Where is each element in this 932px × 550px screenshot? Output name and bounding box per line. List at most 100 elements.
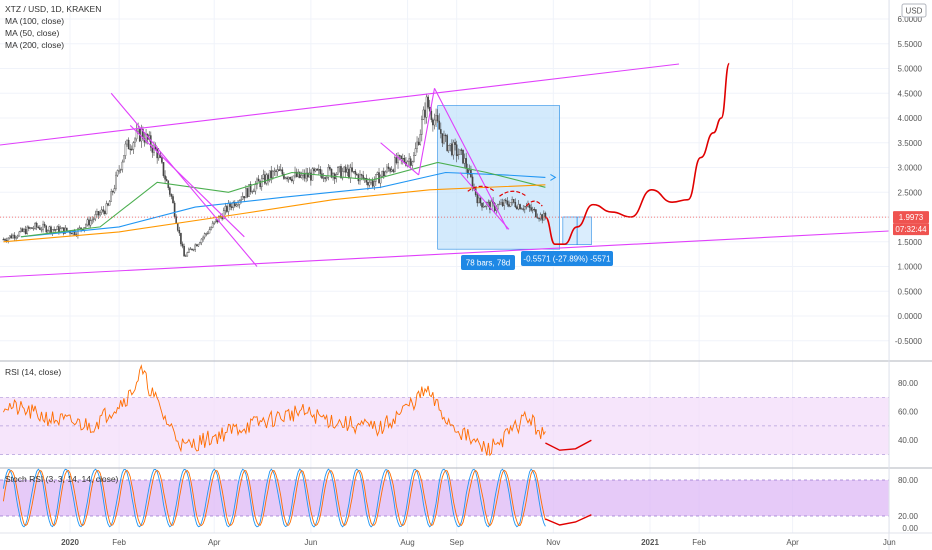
downtrend-line-3[interactable] (380, 142, 419, 176)
candle-body (463, 158, 466, 164)
candle-body (170, 194, 173, 197)
candle-body (40, 229, 43, 231)
candle-body (313, 168, 315, 172)
pattern-arc-2[interactable] (499, 190, 527, 197)
candle-body (127, 139, 130, 150)
candle-body (435, 115, 437, 121)
legend-ma100[interactable]: MA (100, close) (5, 16, 64, 26)
currency-button[interactable] (901, 3, 927, 18)
candle-body (210, 227, 212, 230)
candle-body (433, 119, 436, 126)
time-tick-label: 2021 (641, 538, 659, 547)
candle-body (284, 177, 287, 179)
candle-body (516, 206, 518, 210)
candle-body (254, 184, 257, 192)
candle-body (21, 228, 24, 232)
time-tick-label: Apr (786, 538, 799, 547)
candle-body (164, 175, 166, 180)
candle-body (408, 158, 410, 162)
rsi-axis[interactable]: 80.00 60.00 40.00 (898, 379, 919, 445)
candle-body (409, 158, 412, 166)
candle-body (286, 177, 288, 180)
candle-body (484, 205, 486, 208)
candle-body (191, 248, 193, 251)
candle-body (15, 236, 17, 239)
candle-body (53, 229, 55, 231)
candle-body (332, 173, 334, 178)
candle-body (97, 211, 100, 216)
candle-body (279, 169, 282, 171)
downtrend-line-1[interactable] (110, 92, 258, 267)
candle-body (2, 239, 5, 241)
candle-body (389, 168, 391, 172)
stoch-tick-label: 80.00 (898, 476, 919, 485)
candle-body (195, 244, 198, 247)
pattern-arc-1[interactable] (467, 185, 496, 192)
candle-body (188, 248, 190, 253)
candle-body (348, 168, 350, 178)
main-price-pane[interactable] (0, 62, 890, 278)
candle-body (446, 135, 448, 151)
candle-body (511, 199, 513, 203)
candle-body (398, 155, 401, 157)
candle-body (514, 202, 517, 208)
rsi-projection-line[interactable] (545, 439, 592, 451)
candle-body (535, 209, 537, 218)
candle-body (129, 148, 132, 150)
price-tick-label: 0.5000 (898, 287, 923, 296)
legend-ma200[interactable]: MA (200, close) (5, 40, 64, 50)
stoch-projection-line[interactable] (545, 514, 592, 526)
legend-ma50[interactable]: MA (50, close) (5, 28, 59, 38)
candle-body (186, 252, 189, 257)
candle-body (178, 230, 181, 234)
time-axis[interactable]: 2020 Feb Apr Jun Aug Sep Nov 2021 Feb Apr Jun (61, 538, 896, 547)
price-projection-line[interactable] (544, 62, 731, 246)
measure-change-label[interactable]: -0.5571 (-27.89%) -5571 (521, 251, 613, 266)
price-tick-label: 3.0000 (898, 164, 923, 173)
channel-upper-line[interactable] (0, 63, 680, 146)
candle-body (189, 248, 192, 250)
legend-rsi[interactable]: RSI (14, close) (5, 367, 61, 377)
candle-body (237, 204, 239, 206)
candle-body (356, 173, 358, 176)
trendline-drawings[interactable] (0, 63, 890, 278)
pattern-arc-3[interactable] (525, 200, 543, 207)
candle-body (180, 232, 182, 245)
stoch-rsi-pane[interactable] (0, 468, 889, 528)
candle-body (305, 172, 307, 179)
rsi-pane[interactable] (0, 364, 889, 457)
downtrend-line-4[interactable] (418, 88, 436, 176)
candle-body (525, 206, 528, 208)
price-tick-label: 4.0000 (898, 114, 923, 123)
wedge-upper-line[interactable] (433, 88, 508, 230)
stoch-axis[interactable]: 80.00 20.00 0.00 (898, 476, 919, 533)
downtrend-line-2[interactable] (129, 125, 245, 238)
candle-body (417, 141, 420, 145)
price-tick-label: 0.0000 (898, 312, 923, 321)
candle-body (314, 168, 317, 172)
candle-body (297, 171, 299, 177)
candle-body (362, 175, 364, 179)
candle-body (162, 162, 165, 176)
candle-body (213, 221, 216, 224)
candle-body (248, 184, 250, 197)
candle-body (173, 202, 176, 217)
candle-body (86, 219, 89, 226)
legend-symbol[interactable]: XTZ / USD, 1D, KRAKEN (5, 4, 101, 14)
candle-body (365, 178, 368, 183)
candle-body (504, 199, 507, 202)
time-tick-label: Feb (112, 538, 126, 547)
legend-stoch-rsi[interactable]: Stoch RSI (3, 3, 14, 14, close) (5, 474, 119, 484)
rsi-line (2, 364, 546, 457)
candle-body (459, 149, 461, 155)
measure-bars-label[interactable]: 78 bars, 78d (461, 255, 515, 270)
candle-body (91, 219, 93, 221)
candle-body (359, 174, 361, 182)
channel-lower-line[interactable] (0, 230, 890, 278)
wedge-lower-line[interactable] (459, 172, 510, 230)
candle-body (354, 170, 357, 175)
candle-body (181, 243, 184, 247)
candle-body (8, 235, 11, 239)
candle-body (300, 175, 303, 178)
